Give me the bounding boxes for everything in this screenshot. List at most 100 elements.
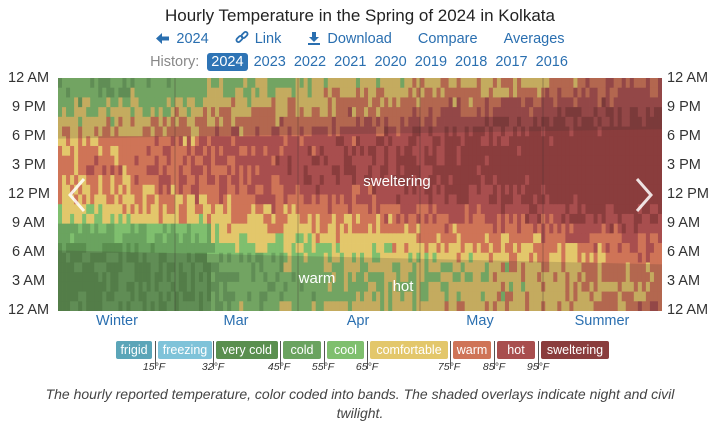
heatmap-cell bbox=[388, 223, 393, 234]
heatmap-cell bbox=[291, 301, 296, 311]
year-2023-button[interactable]: 2023 bbox=[253, 54, 286, 70]
heatmap-cell bbox=[376, 262, 381, 273]
x-label-may[interactable]: May bbox=[466, 313, 494, 329]
heatmap-cell bbox=[347, 78, 353, 89]
heatmap-cell bbox=[500, 126, 506, 137]
heatmap-cell bbox=[247, 194, 252, 205]
heatmap-cell bbox=[166, 116, 172, 127]
heatmap-cell bbox=[432, 301, 437, 311]
heatmap-cell bbox=[364, 184, 369, 195]
heatmap-cell bbox=[118, 301, 123, 311]
year-2016-button[interactable]: 2016 bbox=[535, 54, 568, 70]
heatmap-cell bbox=[480, 301, 486, 311]
heatmap-cell bbox=[412, 136, 417, 147]
year-2018-button[interactable]: 2018 bbox=[455, 54, 488, 70]
heatmap-cell bbox=[126, 184, 131, 195]
heatmap-cell bbox=[609, 126, 615, 137]
heatmap-cell bbox=[235, 87, 240, 98]
heatmap-cell bbox=[597, 194, 602, 205]
heatmap-cell bbox=[609, 223, 615, 234]
heatmap-cell bbox=[307, 213, 313, 225]
heatmap-cell bbox=[66, 223, 71, 234]
next-season-arrow-icon[interactable] bbox=[633, 176, 655, 214]
heatmap-cell bbox=[94, 107, 99, 118]
heatmap-cell bbox=[158, 272, 164, 283]
heatmap-cell bbox=[569, 155, 574, 166]
heatmap-cell bbox=[339, 272, 345, 283]
heatmap-cell bbox=[211, 281, 216, 292]
heatmap-cell bbox=[416, 165, 421, 176]
heatmap-cell bbox=[170, 136, 176, 147]
heatmap-cell bbox=[90, 252, 95, 263]
x-label-winter[interactable]: Winter bbox=[96, 313, 138, 329]
compare-button[interactable]: Compare bbox=[417, 31, 478, 47]
heatmap-cell bbox=[496, 243, 502, 254]
heatmap-cell bbox=[553, 223, 558, 234]
heatmap-cell bbox=[66, 116, 71, 127]
heatmap-cell bbox=[569, 87, 574, 98]
heatmap-cell bbox=[581, 145, 586, 157]
heatmap-cell bbox=[360, 107, 365, 118]
heatmap-cell bbox=[368, 107, 373, 118]
year-2020-button[interactable]: 2020 bbox=[374, 54, 407, 70]
link-button[interactable]: Link bbox=[235, 31, 281, 47]
heatmap-cell bbox=[436, 145, 441, 157]
heatmap-cell bbox=[154, 136, 160, 147]
heatmap-cell bbox=[162, 223, 168, 234]
heatmap-cell bbox=[521, 301, 526, 311]
heatmap-cell bbox=[396, 272, 401, 283]
heatmap-cell bbox=[637, 301, 643, 311]
year-2017-button[interactable]: 2017 bbox=[495, 54, 528, 70]
heatmap-cell bbox=[62, 272, 67, 283]
heatmap-cell bbox=[142, 204, 147, 215]
heatmap-cell bbox=[263, 107, 268, 118]
heatmap-cell bbox=[657, 252, 662, 263]
heatmap-cell bbox=[219, 291, 224, 302]
heatmap-cell bbox=[561, 262, 566, 273]
heatmap-cell bbox=[319, 165, 325, 176]
heatmap-cell bbox=[74, 291, 79, 302]
year-2024-button[interactable]: 2024 bbox=[207, 53, 248, 71]
heatmap-cell bbox=[368, 213, 373, 225]
x-label-summer[interactable]: Summer bbox=[574, 313, 630, 329]
heatmap-cell bbox=[90, 243, 95, 254]
x-label-mar[interactable]: Mar bbox=[223, 313, 249, 329]
heatmap-cell bbox=[513, 136, 518, 147]
previous-season-arrow-icon[interactable] bbox=[66, 176, 88, 214]
heatmap-cell bbox=[186, 252, 192, 263]
year-2021-button[interactable]: 2021 bbox=[334, 54, 367, 70]
heatmap-cell bbox=[227, 213, 232, 225]
heatmap-cell bbox=[134, 126, 139, 137]
download-button[interactable]: Download bbox=[307, 31, 392, 47]
heatmap-cell bbox=[255, 281, 260, 292]
heatmap-cell bbox=[553, 194, 558, 205]
heatmap-cell bbox=[351, 194, 357, 205]
heatmap-cell bbox=[537, 243, 542, 254]
heatmap-cell bbox=[235, 78, 240, 89]
heatmap-cell bbox=[90, 107, 95, 118]
year-2022-button[interactable]: 2022 bbox=[293, 54, 327, 70]
back-year-button[interactable]: 2024 bbox=[155, 31, 209, 47]
heatmap-cell bbox=[138, 116, 143, 127]
heatmap-cell bbox=[468, 175, 474, 186]
heatmap-cell bbox=[380, 272, 385, 283]
heatmap-cell bbox=[130, 252, 135, 263]
heatmap-cell bbox=[162, 107, 168, 118]
heatmap-cell bbox=[440, 291, 445, 302]
heatmap-cell bbox=[259, 262, 264, 273]
heatmap-cell bbox=[549, 136, 554, 147]
heatmap-cell bbox=[420, 165, 425, 176]
heatmap-cell bbox=[649, 155, 655, 166]
heatmap-cell bbox=[275, 213, 280, 225]
heatmap-cell bbox=[597, 87, 602, 98]
x-label-apr[interactable]: Apr bbox=[346, 313, 370, 329]
year-2019-button[interactable]: 2019 bbox=[414, 54, 448, 70]
heatmap-cell bbox=[396, 175, 401, 186]
heatmap-cell bbox=[605, 126, 611, 137]
averages-button[interactable]: Averages bbox=[503, 31, 565, 47]
heatmap-cell bbox=[537, 126, 542, 137]
heatmap-cell bbox=[476, 78, 482, 89]
heatmap-cell bbox=[174, 291, 180, 302]
heatmap-cell bbox=[178, 145, 184, 157]
heatmap-cell bbox=[452, 165, 458, 176]
